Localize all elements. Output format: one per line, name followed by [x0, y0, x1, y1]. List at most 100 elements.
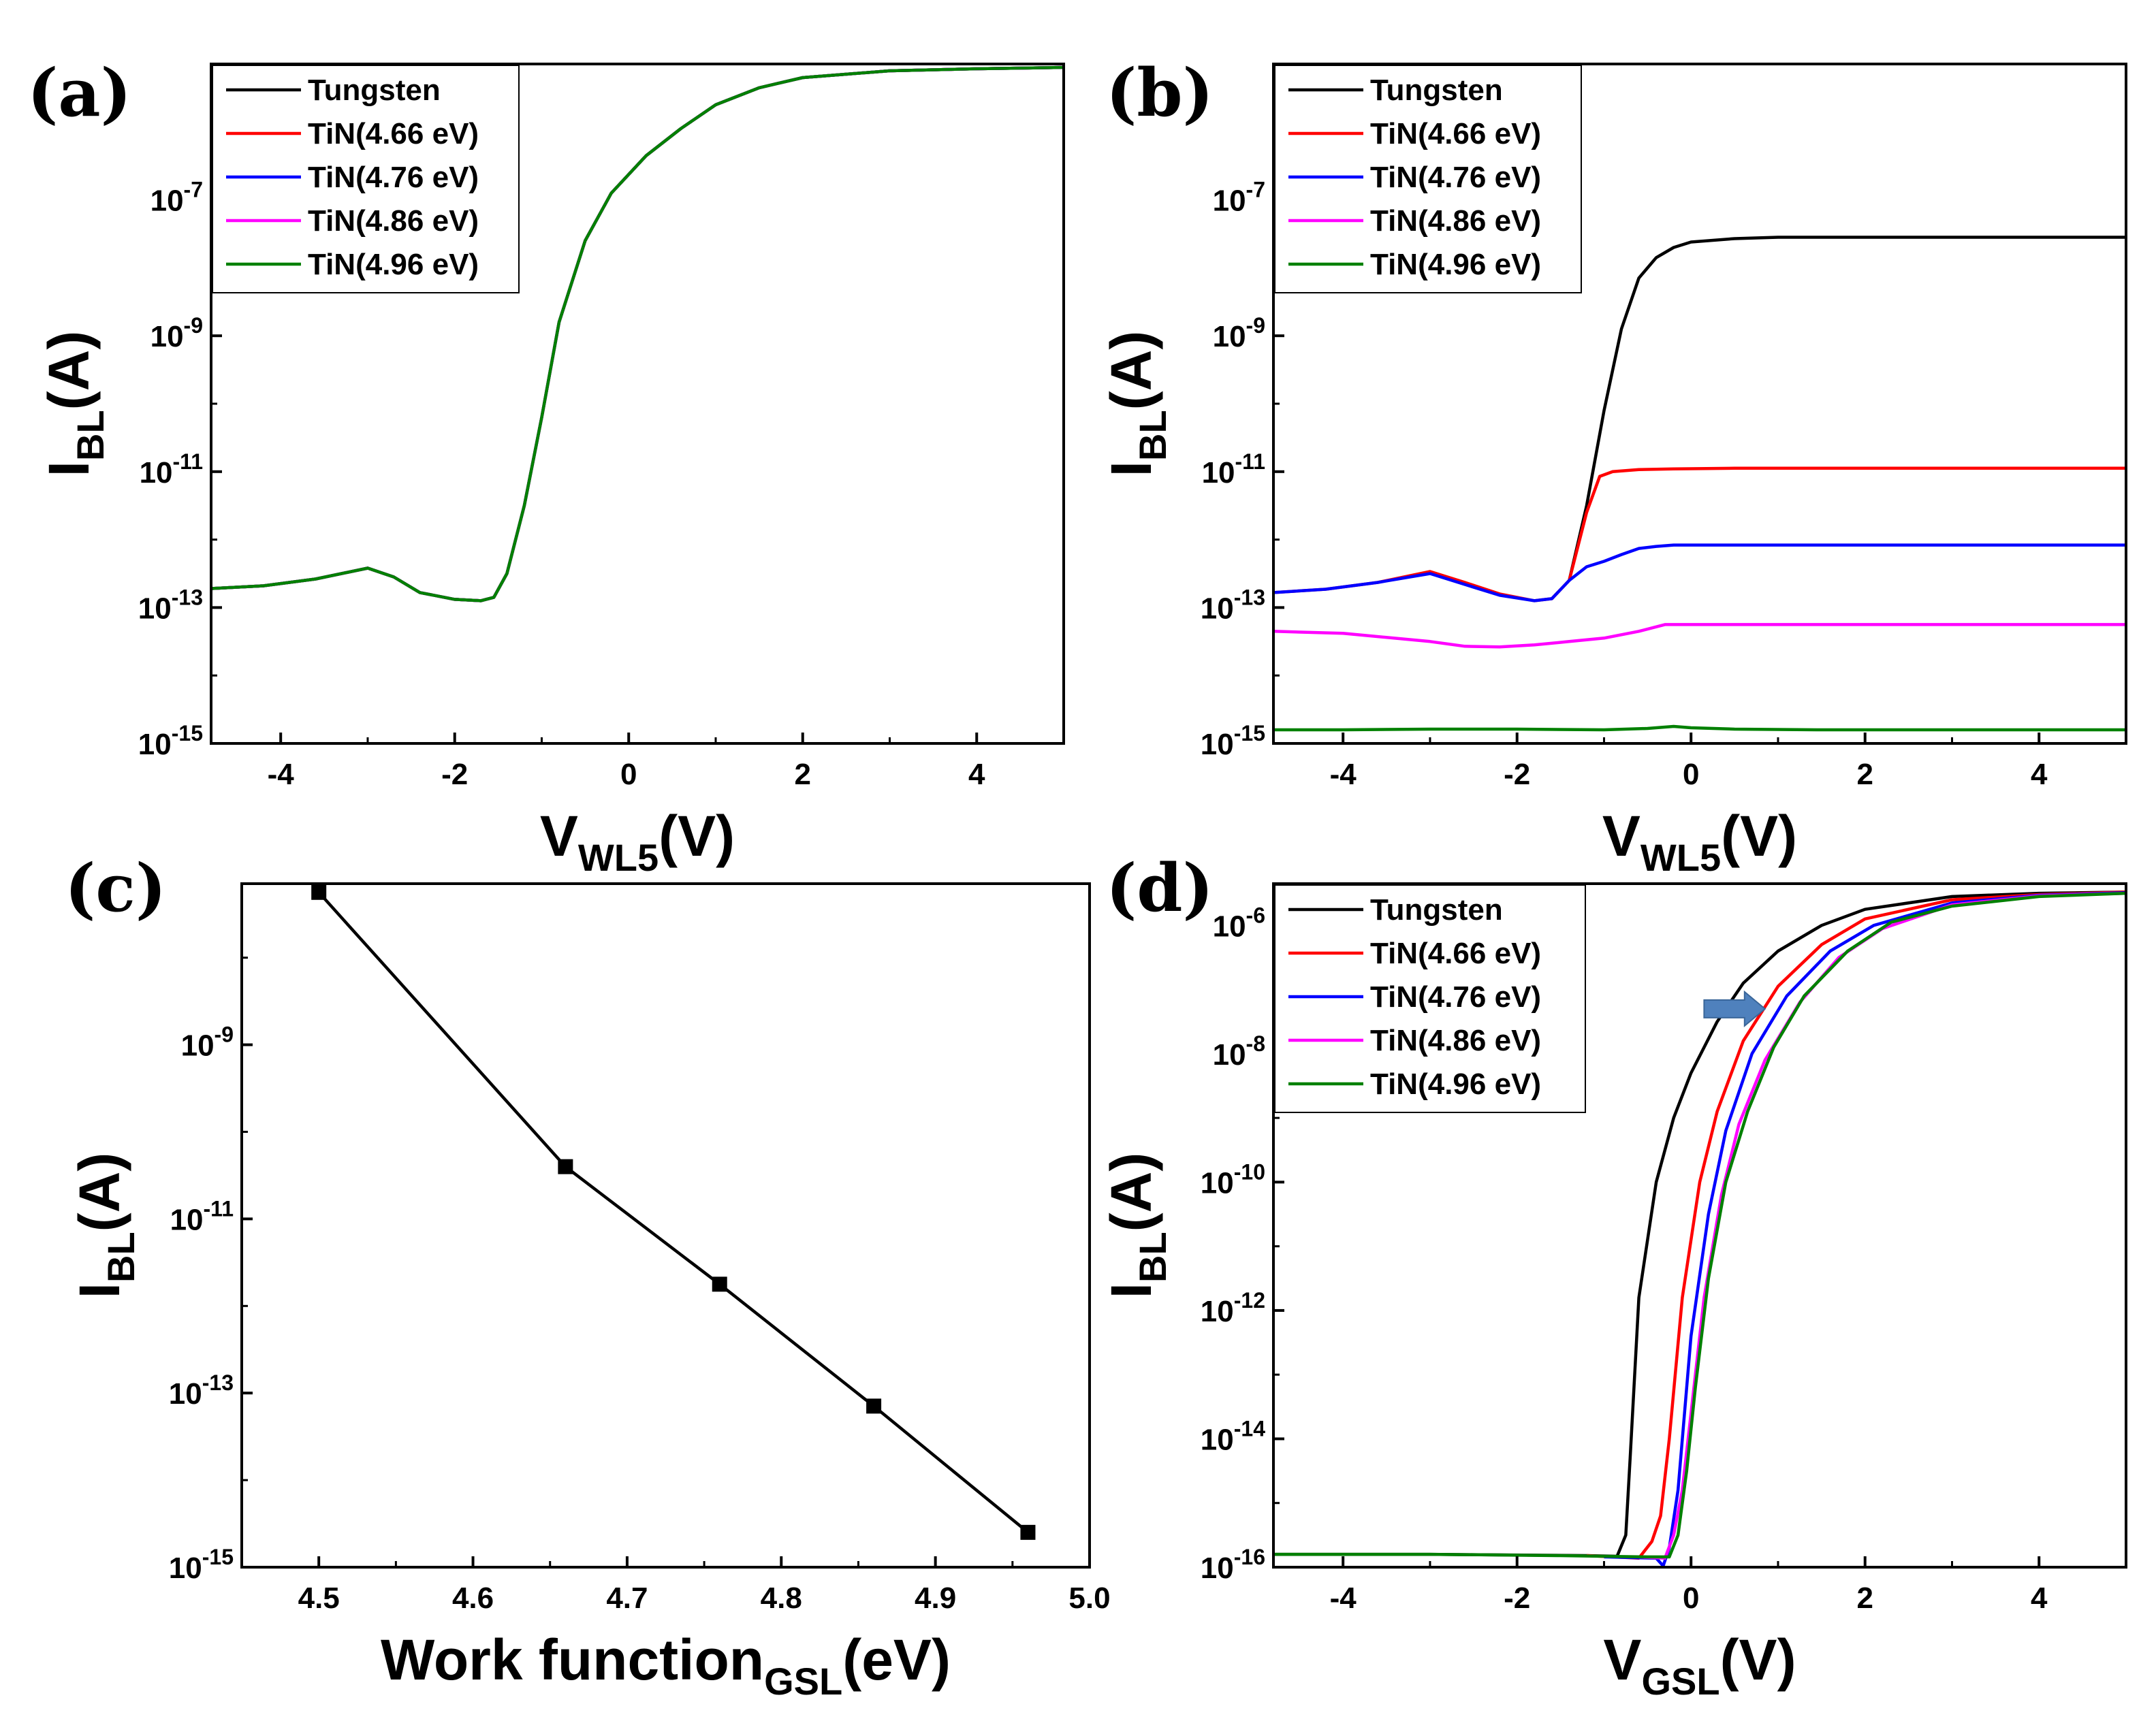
tick-base: 10 — [150, 184, 184, 218]
legend-label: TiN(4.66 eV) — [308, 117, 479, 150]
series-line — [317, 891, 1029, 1534]
series-line — [1273, 466, 2126, 603]
plot-area — [1273, 890, 2126, 1567]
axis-title-subscript: WL5 — [578, 836, 659, 879]
tick-exponent: -16 — [1234, 1545, 1265, 1569]
tick-base: 10 — [138, 728, 172, 761]
plot-frame — [240, 882, 1091, 1569]
data-point-marker — [712, 1276, 727, 1292]
tick-exponent: -7 — [184, 178, 203, 202]
tick-base: 10 — [1201, 1166, 1234, 1200]
x-tick-label: -4 — [1330, 1581, 1357, 1615]
legend-box — [212, 65, 520, 293]
x-tick-label: 4.6 — [452, 1581, 494, 1615]
tick-exponent: -9 — [184, 313, 203, 338]
y-tick-label: 10-13 — [169, 1370, 234, 1411]
legend: Tungsten TiN(4.66 eV) TiN(4.76 eV) TiN(4.86… — [1274, 884, 1586, 1113]
tick-base: 10 — [1202, 456, 1235, 489]
x-tick-label: -4 — [268, 758, 295, 791]
tick-base: 10 — [1201, 592, 1234, 625]
series-line — [1273, 891, 2126, 1559]
y-tick-label: 10-6 — [1213, 903, 1265, 943]
x-axis-title: VWL5(V) — [1602, 804, 1797, 879]
x-tick-label: 4.9 — [915, 1581, 956, 1615]
panel-label: (a) — [27, 54, 131, 131]
tick-exponent: -6 — [1246, 903, 1265, 927]
tick-exponent: -10 — [1234, 1159, 1265, 1184]
legend-label: TiN(4.66 eV) — [1370, 117, 1541, 150]
y-tick-label: 10-13 — [1201, 585, 1265, 625]
panel-c: (c)4.5 4.6 4.7 4.8 4.9 5.010-1510-1310-1110-9… — [65, 850, 1111, 1703]
legend-label: TiN(4.86 eV) — [1370, 204, 1541, 238]
x-tick-label: -2 — [441, 758, 468, 791]
tick-base: 10 — [140, 456, 173, 489]
axis-title-main: Work function — [381, 1628, 764, 1692]
y-tick-label: 10-15 — [169, 1545, 234, 1585]
axis-title-subscript: GSL — [1641, 1660, 1719, 1703]
x-axis-title: VWL5(V) — [540, 804, 735, 879]
axis-title-main: I — [1099, 1283, 1163, 1298]
axis-title-unit: (A) — [37, 331, 101, 411]
axis-title-unit: (V) — [659, 804, 735, 868]
panel-d: (d)-4 -2 0 2 410-1610-1410-1210-1010-810-6VG… — [1099, 850, 2127, 1703]
series-line — [1273, 543, 2126, 603]
y-tick-label: 10-11 — [140, 449, 203, 489]
x-tick-label: 0 — [620, 758, 637, 791]
y-tick-label: 10-10 — [1201, 1159, 1265, 1200]
axis-title-subscript: WL5 — [1640, 836, 1721, 879]
tick-exponent: -13 — [1234, 585, 1265, 609]
tick-base: 10 — [181, 1029, 215, 1063]
axis-title-unit: (V) — [1720, 1628, 1796, 1692]
tick-exponent: -15 — [172, 721, 203, 745]
y-tick-label: 10-13 — [138, 585, 203, 625]
panel-a: (a)-4 -2 0 2 410-1510-1310-1110-910-7VWL5(V)… — [27, 54, 1065, 879]
axis-title-main: V — [1602, 804, 1640, 868]
plot-area — [311, 884, 1036, 1540]
tick-base: 10 — [170, 1203, 204, 1236]
tick-exponent: -13 — [202, 1370, 234, 1395]
tick-exponent: -7 — [1246, 178, 1265, 202]
x-tick-label: 2 — [1856, 758, 1873, 791]
axis-title-subscript: BL — [69, 410, 112, 461]
x-tick-label: 4.8 — [761, 1581, 802, 1615]
legend-label: TiN(4.96 eV) — [1370, 1067, 1541, 1101]
legend-label: TiN(4.86 eV) — [308, 204, 479, 238]
tick-exponent: -11 — [1235, 449, 1265, 474]
y-axis-title: IBL(A) — [1099, 1153, 1174, 1299]
x-tick-label: -2 — [1504, 1581, 1530, 1615]
axis-title-unit: (eV) — [842, 1628, 951, 1692]
tick-base: 10 — [1201, 728, 1234, 761]
series-line — [1568, 236, 2126, 581]
y-tick-label: 10-16 — [1201, 1545, 1265, 1585]
x-tick-label: 4.7 — [606, 1581, 648, 1615]
panel-label: (d) — [1106, 850, 1214, 927]
series-line — [1273, 724, 2126, 732]
y-tick-label: 10-9 — [150, 313, 203, 353]
tick-exponent: -8 — [1246, 1031, 1265, 1056]
data-point-marker — [558, 1159, 573, 1174]
y-axis-title: IBL(A) — [1099, 331, 1174, 477]
plot-area — [1273, 236, 2126, 732]
legend-label: Tungsten — [1370, 893, 1503, 927]
legend-label: TiN(4.96 eV) — [308, 248, 479, 281]
y-tick-label: 10-11 — [170, 1196, 234, 1236]
shift-arrow-icon — [1703, 990, 1766, 1027]
y-tick-label: 10-9 — [181, 1023, 234, 1063]
axis-title-unit: (A) — [1099, 331, 1163, 411]
panel-b: (b)-4 -2 0 2 410-1510-1310-1110-910-7VWL5(V)… — [1099, 54, 2127, 879]
x-tick-label: 4 — [2031, 1581, 2048, 1615]
tick-base: 10 — [150, 320, 184, 353]
y-tick-label: 10-14 — [1201, 1416, 1265, 1456]
tick-base: 10 — [1201, 1423, 1234, 1456]
x-axis-title: VGSL(V) — [1603, 1628, 1796, 1703]
panel-label: (c) — [65, 850, 166, 927]
x-tick-label: 4 — [2031, 758, 2048, 791]
series-line — [1586, 890, 2126, 1560]
x-tick-label: 0 — [1683, 758, 1699, 791]
legend: Tungsten TiN(4.66 eV) TiN(4.76 eV) TiN(4.86… — [212, 65, 520, 293]
axis-title-unit: (A) — [1099, 1153, 1163, 1232]
legend-label: TiN(4.86 eV) — [1370, 1024, 1541, 1057]
x-tick-label: 2 — [1856, 1581, 1873, 1615]
data-point-marker — [1020, 1524, 1036, 1540]
